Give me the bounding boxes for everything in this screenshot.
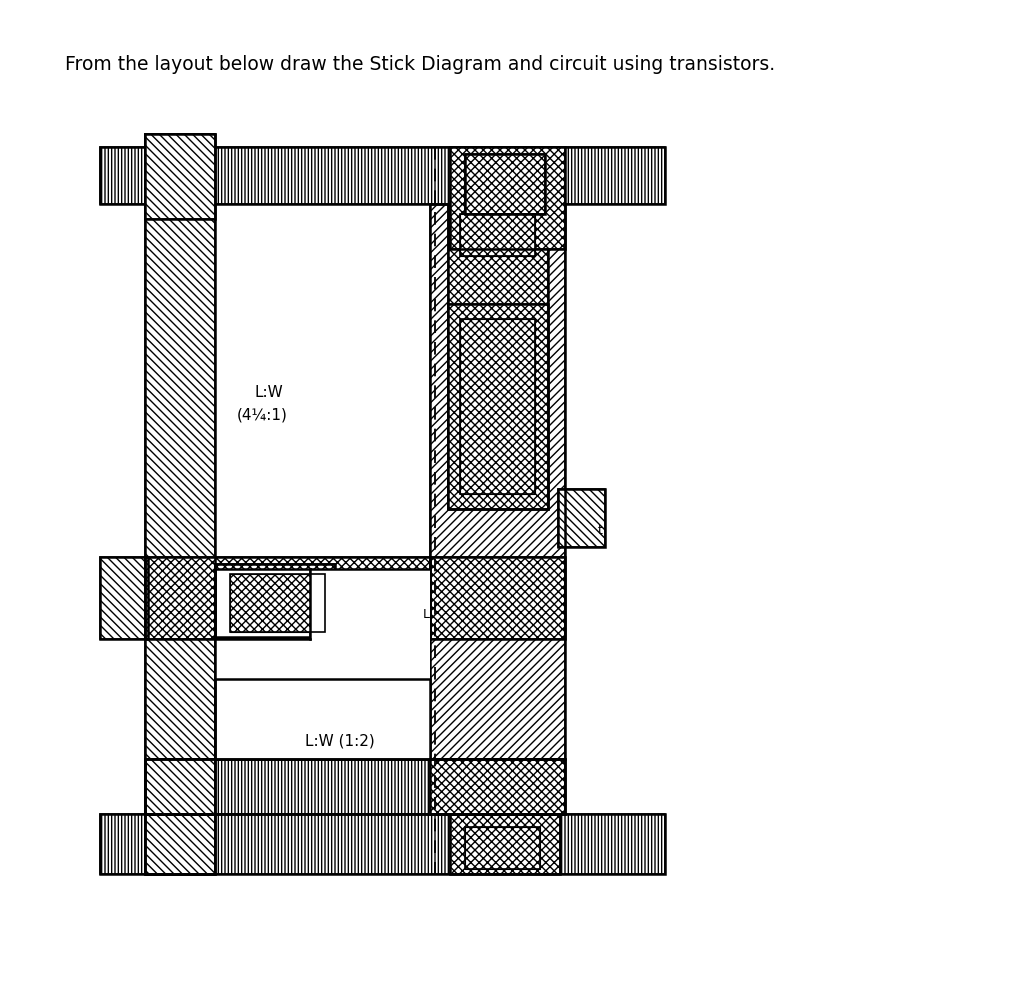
Bar (145, 759, 215, 814)
Text: t: t (598, 523, 603, 536)
Bar (430, 558, 565, 639)
Bar (430, 558, 565, 639)
Bar (145, 135, 215, 220)
Bar (100, 814, 665, 874)
Bar (465, 827, 540, 869)
Text: From the layout below draw the Stick Diagram and circuit using transistors.: From the layout below draw the Stick Dia… (65, 55, 775, 74)
Text: L: L (423, 607, 430, 620)
Bar (449, 205, 548, 510)
Bar (465, 827, 540, 869)
Bar (450, 148, 565, 249)
Bar (215, 639, 430, 759)
Bar (215, 565, 335, 639)
Bar (215, 565, 335, 639)
Bar (430, 205, 565, 759)
Bar (465, 155, 545, 215)
Text: (4¼:1): (4¼:1) (237, 407, 288, 421)
Bar (449, 305, 548, 510)
Bar (145, 759, 565, 814)
Bar (215, 679, 430, 759)
Bar (460, 320, 535, 494)
Bar (430, 759, 565, 814)
Bar (230, 575, 325, 632)
Bar (460, 215, 535, 256)
Bar (100, 814, 665, 874)
Bar (100, 148, 665, 205)
Bar (430, 759, 565, 814)
Bar (100, 558, 148, 639)
Bar (145, 814, 215, 874)
Bar (145, 814, 215, 874)
Bar (460, 320, 535, 494)
Bar (558, 489, 605, 548)
Bar (215, 570, 310, 637)
Bar (465, 155, 545, 215)
Bar (145, 135, 215, 874)
Bar (145, 759, 565, 814)
Bar (450, 148, 565, 249)
Bar (450, 814, 560, 874)
Bar (430, 205, 565, 759)
Bar (145, 135, 215, 220)
Bar (145, 135, 215, 874)
Bar (145, 558, 430, 639)
Bar (215, 679, 430, 759)
Bar (145, 759, 215, 814)
Bar (449, 305, 548, 510)
Text: L:W: L:W (255, 385, 284, 400)
Bar (100, 558, 148, 639)
Bar (100, 148, 665, 205)
Bar (460, 215, 535, 256)
Bar (230, 575, 325, 632)
Bar (450, 814, 560, 874)
Bar (145, 558, 430, 639)
Bar (310, 570, 430, 639)
Bar (558, 489, 605, 548)
Bar (449, 205, 548, 510)
Text: L:W (1:2): L:W (1:2) (305, 733, 375, 747)
